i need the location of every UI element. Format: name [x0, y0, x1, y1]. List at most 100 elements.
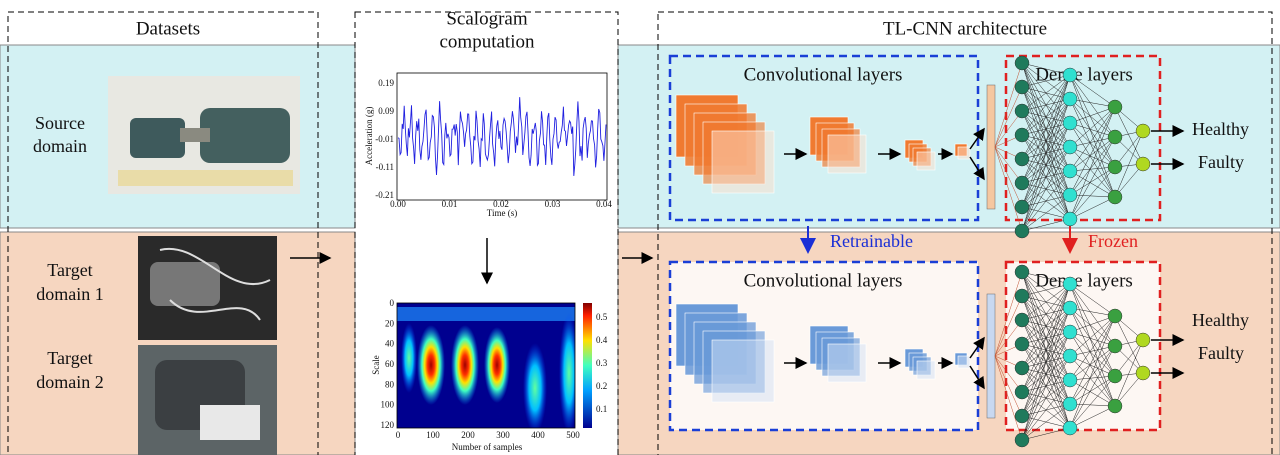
connection: [1069, 74, 1116, 168]
neuron: [1014, 408, 1030, 424]
colorbar-tick-label: 0.3: [596, 358, 608, 368]
feature-map: [827, 343, 867, 383]
neuron: [1014, 55, 1030, 71]
connection: [1114, 106, 1144, 165]
connection: [1021, 122, 1071, 232]
photo: [138, 345, 277, 455]
y-tick-label: 100: [381, 400, 395, 410]
dense-box: [1004, 260, 1162, 432]
neuron: [1135, 365, 1151, 381]
neuron: [1014, 336, 1030, 352]
x-tick-label: 0.02: [493, 199, 509, 209]
y-tick-label: 80: [385, 379, 395, 389]
connection: [1114, 315, 1144, 374]
connection: [1021, 379, 1071, 441]
connection: [1069, 345, 1116, 357]
connection: [1021, 283, 1071, 417]
axis-label: Time (s): [487, 208, 517, 218]
column-box: [657, 11, 1273, 455]
connection: [1069, 307, 1116, 377]
connection: [1069, 315, 1116, 357]
connection: [1021, 74, 1071, 160]
connection: [1069, 74, 1116, 108]
neuron: [1014, 151, 1030, 167]
connection: [1069, 331, 1116, 347]
connection: [1114, 130, 1144, 198]
neuron: [1014, 127, 1030, 143]
connection: [1069, 106, 1116, 220]
neuron: [1014, 384, 1030, 400]
y-tick-label: 0.19: [378, 78, 394, 88]
neuron: [1135, 156, 1151, 172]
neuron: [1062, 211, 1078, 227]
connection: [1069, 74, 1116, 198]
box-label: Convolutional layers: [744, 64, 903, 85]
neuron: [1014, 223, 1030, 239]
connection: [1069, 283, 1116, 407]
connection: [1069, 345, 1116, 381]
neuron: [1014, 312, 1030, 328]
neuron: [1135, 332, 1151, 348]
colorbar-tick-label: 0.5: [596, 312, 608, 322]
y-tick-label: 20: [385, 318, 395, 328]
row-label: Target: [47, 260, 92, 280]
connection: [1069, 98, 1116, 198]
neuron: [1014, 432, 1030, 448]
connection: [1021, 146, 1071, 232]
y-tick-label: 60: [385, 359, 395, 369]
connection: [994, 355, 1023, 393]
box-label: Convolutional layers: [744, 270, 903, 291]
connection: [1069, 170, 1116, 198]
column-box: [7, 11, 319, 455]
column-title: Datasets: [136, 18, 200, 39]
connection: [1069, 122, 1116, 168]
connection: [1069, 74, 1116, 138]
colorbar-tick-label: 0.1: [596, 404, 607, 414]
connection: [1021, 74, 1071, 88]
connection: [1021, 283, 1071, 441]
neuron: [1014, 79, 1030, 95]
box-label: Dense layers: [1035, 64, 1133, 85]
scalogram: [397, 303, 575, 428]
connection: [1021, 218, 1071, 232]
x-tick-label: 0.01: [442, 199, 458, 209]
box-label: Dense layers: [1035, 270, 1133, 291]
connection: [1069, 405, 1116, 429]
connection: [1069, 136, 1116, 220]
feature-map: [916, 151, 936, 171]
connection: [1069, 194, 1116, 198]
connection: [994, 295, 1023, 357]
connection: [1021, 283, 1071, 297]
connection: [1069, 122, 1116, 198]
connection: [1021, 403, 1071, 441]
connection: [1069, 136, 1116, 172]
colorbar-tick-label: 0.2: [596, 381, 607, 391]
connection: [1114, 130, 1144, 168]
flatten-layer: [986, 84, 996, 210]
connection: [1021, 74, 1071, 112]
neuron: [1107, 398, 1123, 414]
y-tick-label: 0.09: [378, 106, 394, 116]
x-tick-label: 500: [566, 430, 580, 440]
connection: [1069, 355, 1116, 377]
connection: [1069, 106, 1116, 172]
connection: [1021, 283, 1071, 321]
feature-map: [827, 134, 867, 174]
connection: [1069, 315, 1116, 381]
neuron: [1062, 348, 1078, 364]
neuron: [1107, 368, 1123, 384]
connection: [1069, 166, 1116, 172]
row-label: domain 2: [36, 372, 104, 392]
connection: [994, 86, 1023, 148]
neuron: [1107, 308, 1123, 324]
y-tick-label: 0: [390, 298, 395, 308]
connection: [1069, 283, 1116, 347]
neuron: [1062, 300, 1078, 316]
connection: [994, 110, 1023, 148]
output-label: Healthy: [1192, 310, 1249, 330]
feature-map: [916, 360, 936, 380]
row-label: domain 1: [36, 284, 104, 304]
colorbar: [583, 303, 592, 428]
connection: [1021, 283, 1071, 393]
neuron: [1062, 187, 1078, 203]
